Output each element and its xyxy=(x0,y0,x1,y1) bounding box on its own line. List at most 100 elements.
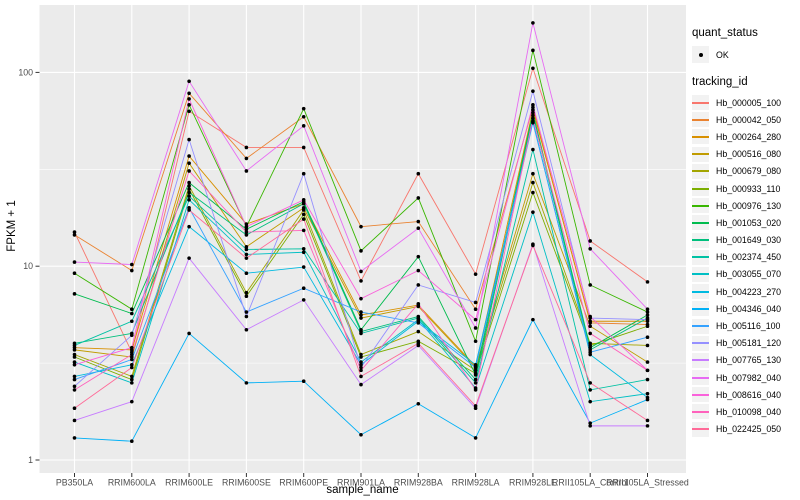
x-tick-label: RRII105LA_Control xyxy=(552,478,628,488)
legend-color-line-icon xyxy=(692,376,709,379)
data-point xyxy=(473,373,478,377)
data-point xyxy=(473,272,478,276)
legend-entry-Hb_005116_100: Hb_005116_100 xyxy=(692,317,798,334)
legend-color-line-icon xyxy=(692,273,709,276)
data-point xyxy=(72,362,77,367)
data-point xyxy=(588,246,592,251)
legend-entry-Hb_007982_040: Hb_007982_040 xyxy=(692,369,798,386)
legend-color-line-icon xyxy=(692,428,709,431)
legend-key-swatch xyxy=(692,163,709,179)
data-point xyxy=(473,381,478,385)
data-point xyxy=(130,377,134,382)
panel-background xyxy=(39,5,686,473)
y-tick-label: 10 xyxy=(23,261,33,271)
data-point xyxy=(72,436,77,440)
y-axis-title: FPKM + 1 xyxy=(6,200,18,252)
data-point xyxy=(301,228,306,233)
legend-key-swatch xyxy=(692,404,709,420)
data-point xyxy=(416,226,421,231)
legend-entry-Hb_022425_050: Hb_022425_050 xyxy=(692,421,798,438)
data-point xyxy=(531,190,535,195)
legend-entry-label: Hb_002374_450 xyxy=(716,252,782,263)
data-point xyxy=(531,243,535,248)
data-point xyxy=(473,300,478,305)
legend-entry-label: Hb_000264_280 xyxy=(716,131,782,142)
data-point xyxy=(130,357,134,362)
legend-entry-label: Hb_004346_040 xyxy=(716,303,782,314)
data-point xyxy=(244,244,249,249)
data-point xyxy=(645,280,650,284)
data-point xyxy=(588,324,592,329)
data-point xyxy=(301,286,306,290)
legend-entry-label: Hb_003055_070 xyxy=(716,269,782,280)
data-point xyxy=(473,365,478,370)
data-point xyxy=(130,362,134,367)
legend-entry-label: Hb_000042_050 xyxy=(716,114,782,125)
data-point xyxy=(187,190,191,195)
legend-entry-label: Hb_000679_080 xyxy=(716,166,782,177)
legend-color-line-icon xyxy=(692,239,709,242)
data-point xyxy=(416,283,421,287)
data-point xyxy=(130,374,134,379)
legend-entry-label: OK xyxy=(716,49,729,60)
legend-entry-Hb_010098_040: Hb_010098_040 xyxy=(692,403,798,420)
legend-entry-label: Hb_000005_100 xyxy=(716,97,782,108)
legend-color-line-icon xyxy=(692,204,709,207)
data-point xyxy=(72,233,77,237)
data-point xyxy=(359,362,363,367)
legend-entry-Hb_007765_130: Hb_007765_130 xyxy=(692,352,798,369)
legend-key-swatch xyxy=(692,266,709,282)
data-point xyxy=(187,97,191,101)
data-point xyxy=(359,313,363,317)
x-tick-label: RRIM600LE xyxy=(165,478,213,488)
data-point xyxy=(72,271,77,276)
data-point xyxy=(473,377,478,382)
data-point xyxy=(531,110,535,115)
data-point xyxy=(416,219,421,224)
data-point xyxy=(588,331,592,336)
legend-color-line-icon xyxy=(692,256,709,259)
data-point xyxy=(244,169,249,173)
data-point xyxy=(531,113,535,118)
data-point xyxy=(416,341,421,346)
data-point xyxy=(187,137,191,142)
data-point xyxy=(416,321,421,325)
legend-entry-Hb_004346_040: Hb_004346_040 xyxy=(692,300,798,317)
data-point xyxy=(531,21,535,25)
data-point xyxy=(244,314,249,319)
data-point xyxy=(301,201,306,206)
data-point xyxy=(645,343,650,348)
data-point xyxy=(531,147,535,152)
legend-key-swatch xyxy=(692,249,709,265)
legend-color-line-icon xyxy=(692,118,709,121)
data-point xyxy=(645,335,650,340)
data-point xyxy=(588,350,592,354)
data-point xyxy=(588,424,592,428)
legend-key-swatch xyxy=(692,215,709,231)
legend-entry-Hb_000976_130: Hb_000976_130 xyxy=(692,197,798,214)
data-point xyxy=(645,360,650,364)
data-point xyxy=(588,388,592,392)
legend-color-line-icon xyxy=(692,307,709,310)
data-point xyxy=(187,208,191,212)
legend-color-line-icon xyxy=(692,359,709,362)
legend-entry-Hb_000042_050: Hb_000042_050 xyxy=(692,111,798,128)
data-point xyxy=(359,331,363,336)
data-point xyxy=(72,418,77,423)
data-point xyxy=(588,421,592,425)
data-point xyxy=(187,224,191,229)
legend: quant_status OK tracking_id Hb_000005_10… xyxy=(692,27,798,438)
data-point xyxy=(72,260,77,264)
data-point xyxy=(359,360,363,364)
data-point xyxy=(531,105,535,110)
data-point xyxy=(187,331,191,336)
legend-entry-label: Hb_007982_040 xyxy=(716,372,782,383)
data-point xyxy=(130,381,134,385)
data-point xyxy=(416,196,421,200)
data-point xyxy=(588,314,592,319)
data-point xyxy=(645,324,650,329)
legend-key-swatch xyxy=(692,284,709,300)
data-point xyxy=(359,374,363,379)
data-point xyxy=(244,156,249,161)
